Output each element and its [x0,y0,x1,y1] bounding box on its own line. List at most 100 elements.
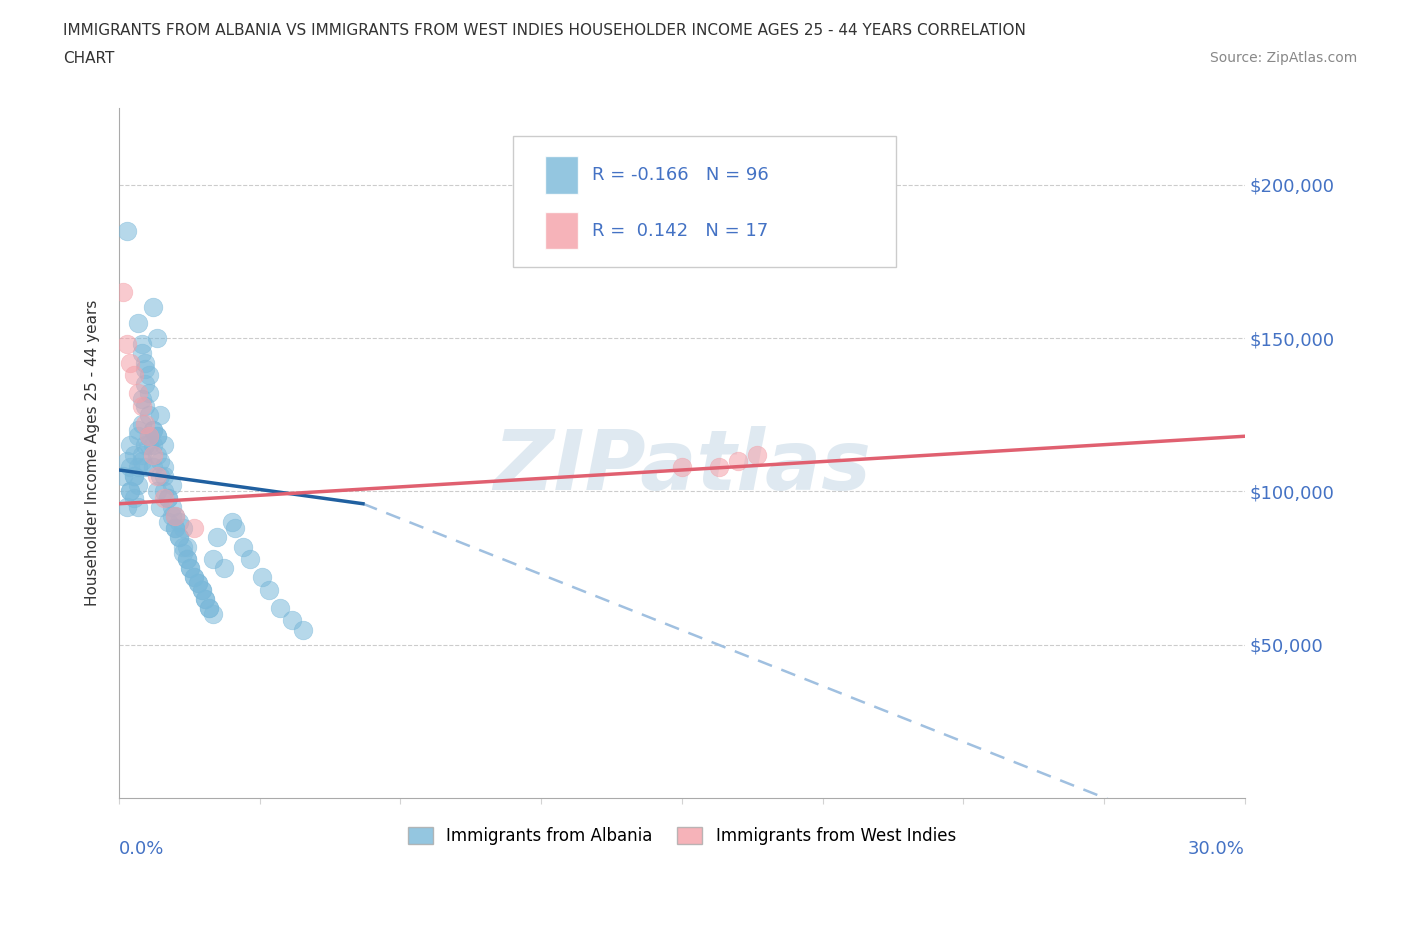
Point [187,576,209,591]
Point [269,601,291,616]
Point [165,521,187,536]
Point [172,545,194,560]
Point [138,367,160,382]
Point [198,601,221,616]
Text: ZIPatlas: ZIPatlas [494,427,870,508]
Point [280,613,302,628]
Point [122,469,145,484]
Point [127,386,149,401]
Point [194,591,217,606]
Point [120,484,142,498]
Point [145,429,167,444]
Text: Source: ZipAtlas.com: Source: ZipAtlas.com [1209,51,1357,65]
Point [165,521,187,536]
Point [167,530,190,545]
Text: R = -0.166   N = 96: R = -0.166 N = 96 [592,166,769,184]
Text: R =  0.142   N = 17: R = 0.142 N = 17 [592,221,768,240]
Point [122,469,145,484]
Text: CHART: CHART [63,51,115,66]
Point [127,315,149,330]
Point [221,514,243,529]
Point [212,561,235,576]
Point [131,453,153,468]
Point [127,422,149,437]
Point [201,606,224,621]
Point [138,438,160,453]
Point [122,447,145,462]
Point [149,469,172,484]
Y-axis label: Householder Income Ages 25 - 44 years: Householder Income Ages 25 - 44 years [86,300,100,606]
Point [134,459,156,474]
Point [115,453,138,468]
Point [160,478,183,493]
Point [131,392,153,406]
Point [165,509,187,524]
Point [115,337,138,352]
Point [127,429,149,444]
FancyBboxPatch shape [544,211,578,249]
Point [134,398,156,413]
Point [291,622,314,637]
Point [149,407,172,422]
Point [138,407,160,422]
Point [172,539,194,554]
Point [134,355,156,370]
Point [131,398,153,413]
Point [167,530,190,545]
Point [179,561,201,576]
Point [153,459,176,474]
Point [120,438,142,453]
Point [239,551,262,566]
Point [198,601,221,616]
Point [134,417,156,432]
FancyBboxPatch shape [513,136,896,267]
Point [250,570,273,585]
Point [120,355,142,370]
Point [671,459,693,474]
Point [176,551,198,566]
Point [727,453,749,468]
Point [167,514,190,529]
Point [194,591,217,606]
Point [111,469,134,484]
Point [127,478,149,493]
Point [142,447,165,462]
Point [138,429,160,444]
Point [190,582,212,597]
Point [122,490,145,505]
Point [183,570,205,585]
Point [153,438,176,453]
Point [131,447,153,462]
Point [115,223,138,238]
Point [201,551,224,566]
FancyBboxPatch shape [544,156,578,194]
Point [131,346,153,361]
Point [190,582,212,597]
Point [145,331,167,346]
Point [145,429,167,444]
Text: 30.0%: 30.0% [1188,840,1244,857]
Point [232,539,254,554]
Point [183,570,205,585]
Point [120,484,142,498]
Point [142,459,165,474]
Point [142,422,165,437]
Point [142,422,165,437]
Point [122,367,145,382]
Point [709,459,731,474]
Point [131,417,153,432]
Point [120,459,142,474]
Point [153,469,176,484]
Point [138,386,160,401]
Point [134,362,156,377]
Point [179,561,201,576]
Point [111,285,134,299]
Point [127,499,149,514]
Point [134,377,156,392]
Legend: Immigrants from Albania, Immigrants from West Indies: Immigrants from Albania, Immigrants from… [401,820,963,852]
Point [156,490,179,505]
Point [138,429,160,444]
Point [156,490,179,505]
Point [160,509,183,524]
Point [131,337,153,352]
